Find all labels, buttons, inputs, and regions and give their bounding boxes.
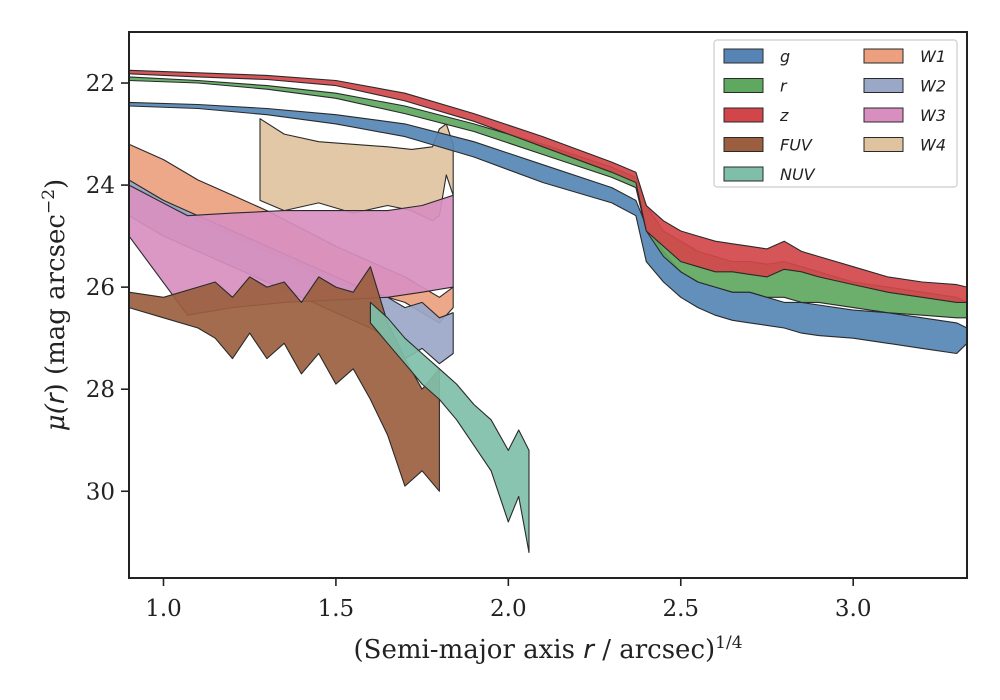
y-ticks: 22 24 26 28 30 [86, 71, 129, 505]
y-tick-label: 24 [86, 173, 115, 199]
legend-swatch-g [723, 48, 764, 64]
legend-label-W1: W1 [920, 47, 946, 66]
legend-label-z: z [779, 106, 789, 125]
x-tick-label: 1.0 [145, 596, 182, 622]
legend-swatch-W1 [863, 48, 904, 64]
y-tick-label: 28 [86, 377, 115, 403]
legend-swatch-r [723, 78, 764, 93]
legend-label-W3: W3 [920, 106, 946, 125]
band-NUV [369, 301, 530, 554]
y-tick-label: 22 [86, 71, 115, 97]
legend-label-FUV: FUV [780, 136, 813, 155]
y-tick-label: 26 [86, 275, 115, 301]
x-axis-label: (Semi-major axis r / arcsec)1/4 [353, 633, 742, 665]
legend-label-g: g [780, 47, 790, 66]
legend-swatch-FUV [723, 137, 764, 152]
series-layer [128, 69, 968, 554]
band-FUV [128, 266, 440, 492]
x-tick-label: 1.5 [318, 596, 355, 622]
x-tick-label: 3.0 [835, 596, 872, 622]
legend-swatch-NUV [723, 166, 764, 182]
x-tick-label: 2.5 [662, 596, 699, 622]
x-tick-label: 2.0 [490, 596, 527, 622]
plot-frame [128, 31, 968, 579]
legend-label-r: r [780, 77, 788, 96]
legend-label-W4: W4 [920, 136, 946, 155]
legend-swatch-W4 [863, 137, 904, 152]
y-tick-label: 30 [86, 479, 115, 505]
legend-swatch-z [723, 107, 764, 123]
legend-label-W2: W2 [920, 77, 946, 96]
legend: grz FUV NUV W1 W2 W3 W4 [713, 39, 958, 188]
y-axis-label: μ(r) (mag arcsec−2) [39, 179, 71, 431]
legend-swatch-W2 [863, 78, 904, 93]
legend-label-NUV: NUV [780, 165, 816, 184]
x-ticks: 1.0 1.5 2.0 2.5 3.0 [145, 578, 871, 622]
legend-swatch-W3 [863, 107, 904, 123]
